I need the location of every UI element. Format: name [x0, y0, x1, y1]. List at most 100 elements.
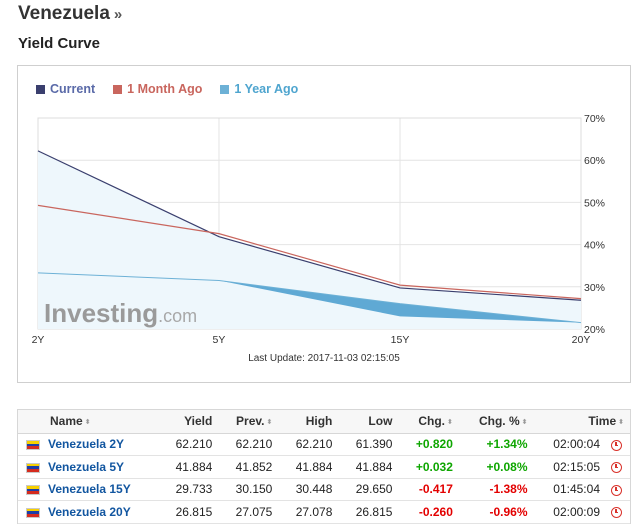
sort-icon: ⬍ [447, 419, 453, 427]
yield-table-container: Name ⬍ Yield Prev. ⬍ High Low Chg. ⬍ Chg. %… [17, 409, 631, 524]
prev-cell: 41.852 [218, 455, 279, 479]
column-header-prev[interactable]: Prev. ⬍ [218, 410, 279, 434]
column-header-chg[interactable]: Chg. ⬍ [398, 410, 459, 434]
sort-icon: ⬍ [618, 419, 624, 427]
bond-name-link[interactable]: Venezuela 5Y [48, 459, 125, 474]
bond-name-link[interactable]: Venezuela 20Y [48, 504, 131, 519]
flag-cell [18, 478, 44, 501]
clock-icon [611, 439, 622, 451]
low-cell: 41.884 [338, 455, 399, 479]
column-header-low[interactable]: Low [338, 410, 399, 434]
table-row[interactable]: Venezuela 15Y 29.733 30.150 30.448 29.650 -0.… [18, 478, 630, 501]
yield-cell: 29.733 [158, 478, 219, 501]
bond-name-link[interactable]: Venezuela 2Y [48, 437, 125, 452]
series-line-1-year-ago [37, 272, 582, 324]
chart-legend: Current 1 Month Ago 1 Year Ago [36, 82, 316, 96]
flag-cell [18, 455, 44, 479]
yield-curve-chart: Current 1 Month Ago 1 Year Ago 70% 60% 50% 40… [17, 65, 631, 383]
y-tick-label: 70% [584, 113, 605, 125]
y-tick-label: 30% [584, 282, 605, 294]
bond-name-cell[interactable]: Venezuela 2Y [44, 433, 159, 456]
time-cell: 02:00:04 [533, 433, 606, 456]
yield-cell: 62.210 [158, 433, 219, 456]
page-title-text[interactable]: Venezuela [18, 3, 110, 24]
bond-name-link[interactable]: Venezuela 15Y [48, 482, 131, 497]
title-chevron-icon[interactable]: » [113, 6, 123, 23]
change-cell: +0.032 [398, 455, 459, 479]
high-cell: 30.448 [278, 478, 339, 501]
legend-item[interactable]: Current [36, 82, 95, 96]
legend-swatch-icon [113, 84, 123, 94]
change-cell: -0.417 [398, 478, 459, 501]
x-tick-label: 20Y [572, 334, 591, 346]
y-tick-label: 40% [584, 240, 605, 252]
prev-cell: 27.075 [218, 500, 279, 524]
x-tick-label: 2Y [32, 334, 45, 346]
low-cell: 26.815 [338, 500, 399, 524]
flag-cell [18, 433, 44, 456]
watermark-brand: Investing [44, 298, 158, 328]
bond-name-cell[interactable]: Venezuela 5Y [44, 455, 159, 479]
clock-cell [606, 455, 630, 479]
section-title: Yield Curve [18, 35, 100, 52]
legend-item[interactable]: 1 Month Ago [113, 82, 202, 96]
yield-cell: 41.884 [158, 455, 219, 479]
time-cell: 02:15:05 [533, 455, 606, 479]
time-cell: 01:45:04 [533, 478, 606, 501]
low-cell: 61.390 [338, 433, 399, 456]
table-header-row: Name ⬍ Yield Prev. ⬍ High Low Chg. ⬍ Chg. %… [18, 410, 630, 434]
y-tick-label: 20% [584, 324, 605, 336]
table-row[interactable]: Venezuela 20Y 26.815 27.075 27.078 26.815 -0.… [18, 500, 630, 524]
high-cell: 27.078 [278, 500, 339, 524]
series-line-1-month-ago [37, 204, 582, 300]
low-cell: 29.650 [338, 478, 399, 501]
one-year-ago-band [38, 272, 581, 323]
legend-swatch-icon [220, 84, 230, 94]
bond-name-cell[interactable]: Venezuela 20Y [44, 500, 159, 524]
clock-icon [611, 484, 622, 496]
yield-table: Name ⬍ Yield Prev. ⬍ High Low Chg. ⬍ Chg. %… [18, 410, 630, 524]
clock-cell [606, 500, 630, 524]
table-row[interactable]: Venezuela 2Y 62.210 62.210 62.210 61.390 +0.8… [18, 433, 630, 456]
change-pct-cell: +0.08% [458, 455, 534, 479]
column-header-yield[interactable]: Yield [158, 410, 219, 434]
sort-icon: ⬍ [84, 419, 91, 427]
legend-item[interactable]: 1 Year Ago [220, 82, 298, 96]
change-cell: -0.260 [398, 500, 459, 524]
change-pct-cell: -1.38% [458, 478, 534, 501]
change-pct-cell: +1.34% [458, 433, 534, 456]
y-tick-label: 60% [584, 155, 605, 167]
clock-icon [611, 462, 622, 474]
sort-icon: ⬍ [266, 419, 273, 427]
x-tick-label: 5Y [213, 334, 226, 346]
time-cell: 02:00:09 [533, 500, 606, 524]
change-pct-cell: -0.96% [458, 500, 534, 524]
investing-watermark: Investing.com [44, 298, 197, 328]
page-title[interactable]: Venezuela» [18, 3, 122, 25]
column-header-time[interactable]: Time ⬍ [533, 410, 630, 434]
yield-cell: 26.815 [158, 500, 219, 524]
prev-cell: 62.210 [218, 433, 279, 456]
prev-cell: 30.150 [218, 478, 279, 501]
series-line-current [37, 150, 582, 301]
flag-cell [18, 500, 44, 524]
high-cell: 41.884 [278, 455, 339, 479]
venezuela-flag-icon [26, 485, 40, 496]
column-header-high[interactable]: High [278, 410, 339, 434]
last-update: Last Update: 2017-11-03 02:15:05 [248, 353, 400, 364]
sort-icon: ⬍ [521, 419, 528, 427]
change-cell: +0.820 [398, 433, 459, 456]
legend-swatch-icon [36, 84, 45, 94]
clock-cell [606, 478, 630, 501]
venezuela-flag-icon [26, 462, 40, 473]
high-cell: 62.210 [278, 433, 339, 456]
chart-plot: 70% 60% 50% 40% 30% 20% 2Y 5Y 15Y 20Y Investing.co… [32, 113, 605, 346]
clock-icon [611, 507, 622, 519]
legend-label: Current [50, 82, 96, 96]
table-row[interactable]: Venezuela 5Y 41.884 41.852 41.884 41.884 +0.0… [18, 455, 630, 479]
bond-name-cell[interactable]: Venezuela 15Y [44, 478, 159, 501]
legend-label: 1 Year Ago [234, 82, 299, 96]
column-header-name[interactable]: Name ⬍ [18, 410, 159, 434]
venezuela-flag-icon [26, 507, 40, 518]
column-header-chg-pct[interactable]: Chg. % ⬍ [458, 410, 534, 434]
